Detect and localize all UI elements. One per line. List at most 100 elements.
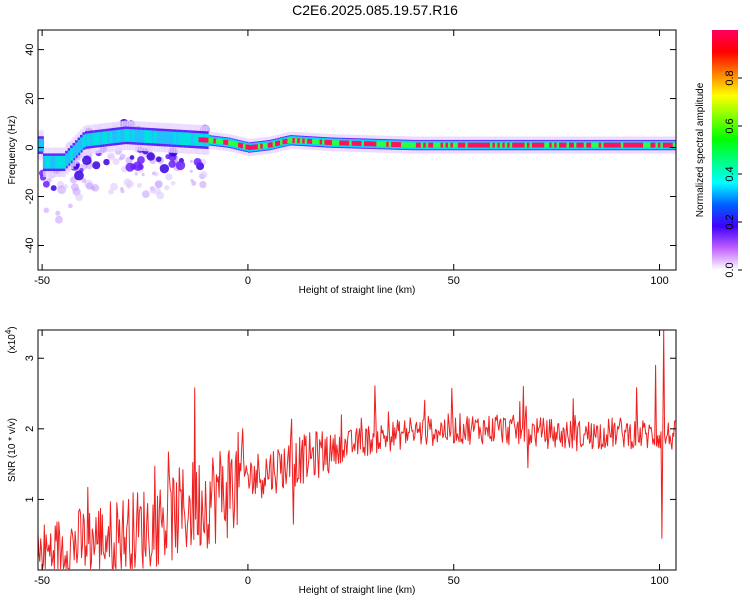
spectrogram-core xyxy=(129,129,133,142)
spectrogram-peak xyxy=(630,142,635,148)
spectrogram-core xyxy=(176,132,180,145)
spectrogram-peak xyxy=(638,142,642,148)
spectrogram-peak xyxy=(625,142,630,148)
spectrogram-blob xyxy=(92,161,101,170)
spectrogram-peak xyxy=(336,140,341,146)
spectrogram-blob xyxy=(154,171,159,177)
spectrogram-peak xyxy=(242,143,247,149)
spectrogram-peak xyxy=(489,142,494,148)
spectrogram-peak xyxy=(588,142,593,148)
snr-y-tick-label: 1 xyxy=(24,496,36,502)
spectrogram-blob xyxy=(141,190,150,198)
spectrogram-peak xyxy=(497,142,501,148)
spectrogram-panel: -50 0 50 100 40 20 0 -20 -40 Height of straight… xyxy=(7,29,677,296)
spectrogram-core xyxy=(117,129,121,143)
spectrogram-peak xyxy=(487,142,491,148)
spectrogram-core xyxy=(89,133,94,146)
spectrogram-blob xyxy=(81,178,87,183)
spectrogram-blob xyxy=(159,163,170,174)
spectrogram-peak xyxy=(292,137,296,143)
spectrogram-x-axis: -50 0 50 100 xyxy=(34,30,669,287)
spectrogram-peak xyxy=(598,142,603,148)
spectrogram-peak xyxy=(443,142,447,148)
spectrogram-peak xyxy=(388,141,393,147)
spectrogram-core xyxy=(193,133,197,146)
spectrogram-peak xyxy=(507,142,511,148)
spectrogram-peak xyxy=(583,142,588,148)
spectrogram-peak xyxy=(635,142,640,148)
spectrogram-core xyxy=(183,132,188,146)
spectrogram-peak xyxy=(408,142,412,148)
spectrogram-blob xyxy=(154,180,163,189)
spectrogram-peak xyxy=(606,142,610,148)
spectrogram-peak xyxy=(228,140,232,146)
spectrogram-peak xyxy=(289,137,294,143)
spectrogram-peak xyxy=(270,142,274,148)
spectrogram-peak xyxy=(319,139,323,145)
spectrogram-blob xyxy=(55,215,63,224)
spectrogram-core xyxy=(42,155,47,169)
spectrogram-peak xyxy=(376,141,380,147)
spectrogram-peak xyxy=(403,142,407,148)
spectrogram-peak xyxy=(660,142,664,148)
spectrogram-y-label: Frequency (Hz) xyxy=(7,116,18,185)
snr-y-label: SNR (10 * v/v) xyxy=(7,418,18,482)
snr-y-axis: 1 2 3 xyxy=(24,355,676,502)
spectrogram-peak xyxy=(428,142,432,148)
spectrogram-blob xyxy=(120,186,124,191)
snr-panel: -50 0 50 100 1 2 3 Height of straight line (k… xyxy=(4,326,677,596)
spectrogram-x-tick-label: 50 xyxy=(448,275,460,287)
spectrogram-peak xyxy=(260,143,264,149)
spectrogram-peak xyxy=(670,142,674,148)
spectrogram-peak xyxy=(494,142,499,148)
spectrogram-core xyxy=(181,132,185,146)
spectrogram-peak xyxy=(541,142,546,148)
spectrogram-peak xyxy=(485,142,489,148)
spectrogram-peak xyxy=(650,142,654,148)
spectrogram-peak xyxy=(477,142,482,148)
spectrogram-peak xyxy=(522,142,526,148)
spectrogram-core xyxy=(67,150,72,164)
spectrogram-blob xyxy=(75,193,83,202)
spectrogram-peak xyxy=(564,142,568,148)
spectrogram-peak xyxy=(430,142,435,148)
spectrogram-peak xyxy=(265,143,269,148)
spectrogram-blob xyxy=(189,169,193,173)
spectrogram-y-tick-label: 0 xyxy=(24,144,36,150)
spectrogram-blob xyxy=(137,156,145,164)
spectrogram-peak xyxy=(309,138,314,144)
spectrogram-peak xyxy=(215,138,220,144)
spectrogram-core xyxy=(75,142,79,156)
spectrogram-peak xyxy=(223,139,227,145)
spectrogram-core xyxy=(124,128,128,142)
spectrogram-x-tick-label: -50 xyxy=(34,275,50,287)
spectrogram-peak xyxy=(628,142,632,148)
spectrogram-peak xyxy=(287,138,291,144)
spectrogram-peak xyxy=(571,142,575,148)
spectrogram-core xyxy=(154,130,158,144)
spectrogram-peak xyxy=(672,142,676,148)
spectrogram-blob xyxy=(164,185,170,191)
spectrogram-peak xyxy=(354,140,358,146)
snr-x-label: Height of straight line (km) xyxy=(299,585,416,596)
spectrogram-peak xyxy=(304,138,309,144)
spectrogram-peak xyxy=(398,142,402,148)
spectrogram-peak xyxy=(331,140,336,146)
spectrogram-peak xyxy=(203,137,207,143)
spectrogram-core xyxy=(97,132,101,145)
spectrogram-peak xyxy=(452,142,457,148)
spectrogram-peak xyxy=(225,140,230,145)
spectrogram-core xyxy=(141,129,146,143)
spectrogram-peak xyxy=(514,142,519,148)
spectrogram-peak xyxy=(317,139,321,145)
spectrogram-peak xyxy=(447,142,452,148)
spectrogram-blob xyxy=(153,187,161,195)
spectrogram-peak xyxy=(433,142,437,148)
spectrogram-y-tick-label: 40 xyxy=(24,43,36,55)
snr-x-tick-label: -50 xyxy=(34,575,50,587)
spectrogram-peak xyxy=(640,142,645,148)
spectrogram-peak xyxy=(603,142,607,148)
spectrogram-y-tick-label: 20 xyxy=(24,92,36,104)
spectrogram-core xyxy=(196,133,200,146)
spectrogram-frame xyxy=(37,29,677,271)
